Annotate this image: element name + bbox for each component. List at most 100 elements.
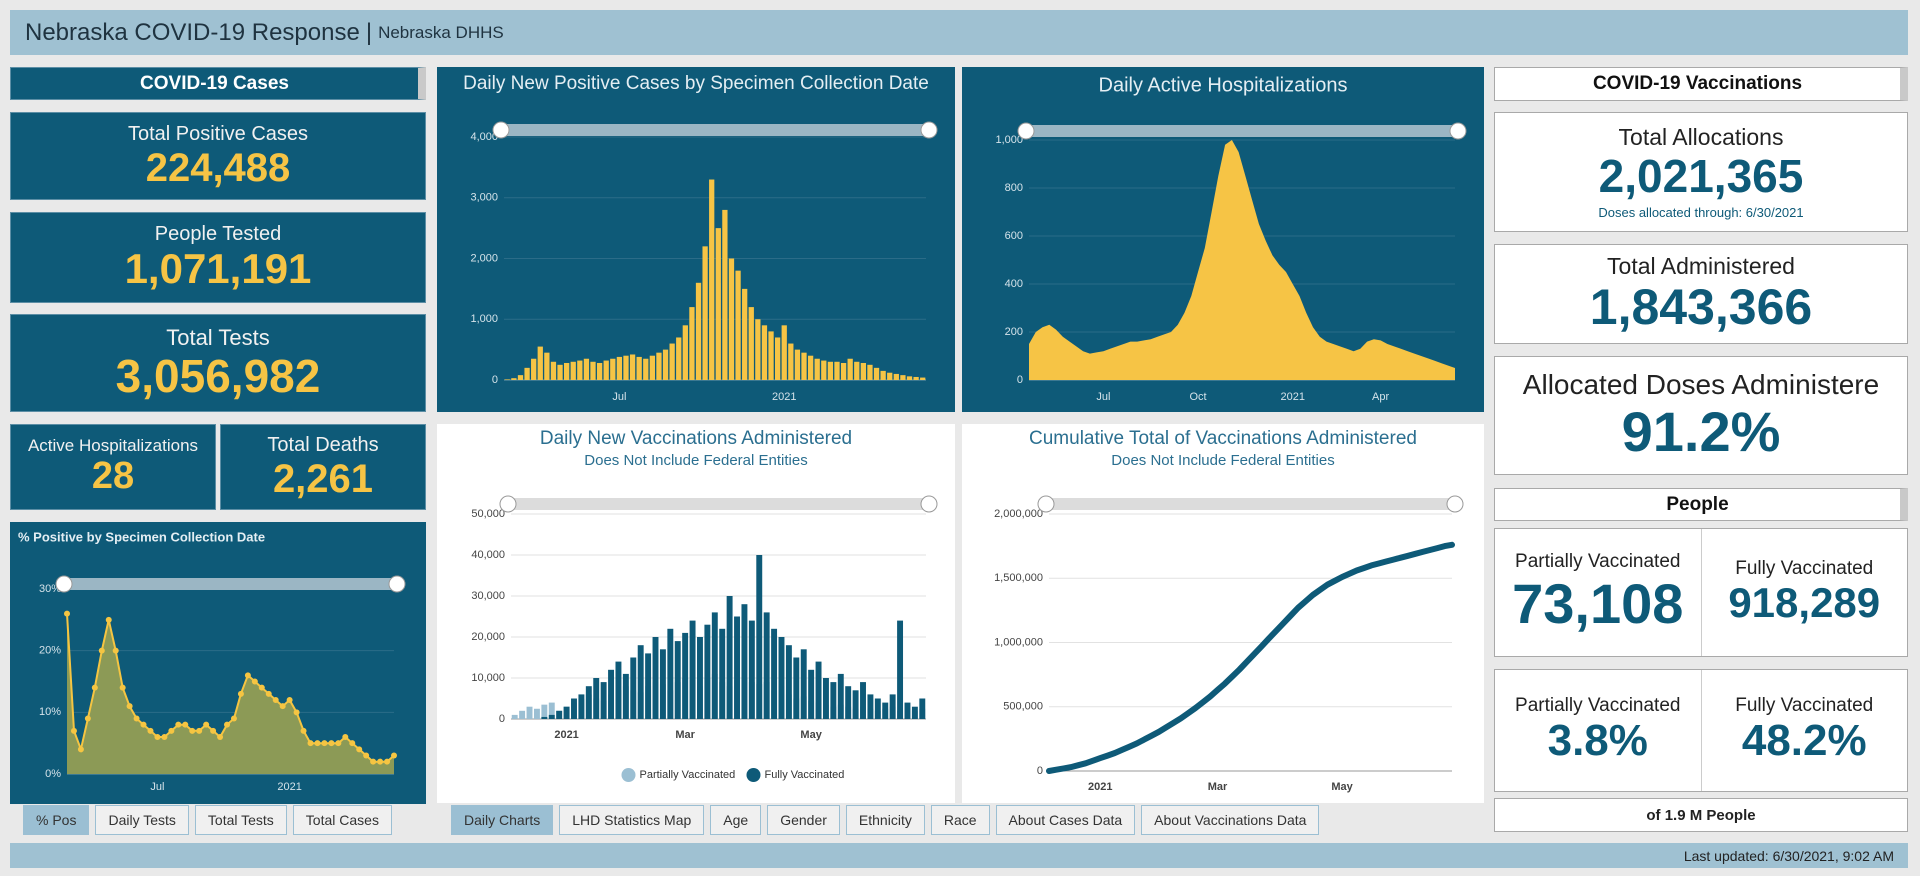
tab[interactable]: % Pos bbox=[23, 805, 90, 835]
heading-text: People bbox=[1666, 493, 1729, 515]
bar bbox=[541, 704, 548, 719]
y-tick-label: 600 bbox=[1005, 230, 1023, 242]
bar bbox=[794, 349, 801, 380]
bar bbox=[711, 612, 718, 719]
line bbox=[1046, 541, 1455, 774]
y-tick-label: 10,000 bbox=[471, 672, 505, 684]
bar bbox=[600, 682, 607, 719]
y-tick-label: 0% bbox=[45, 768, 61, 780]
marker bbox=[272, 697, 279, 703]
bar bbox=[768, 331, 774, 380]
y-tick-label: 1,000 bbox=[470, 313, 498, 325]
marker bbox=[168, 727, 175, 734]
left-tabs: % Pos Daily Tests Total Tests Total Cases bbox=[23, 805, 392, 835]
stat-label: Fully Vaccinated bbox=[1735, 695, 1874, 717]
tab[interactable]: About Vaccinations Data bbox=[1141, 805, 1320, 835]
marker bbox=[189, 727, 196, 734]
bar bbox=[735, 270, 741, 380]
y-tick-label: 20,000 bbox=[471, 631, 505, 643]
people-counts: Partially Vaccinated 73,108 Fully Vaccin… bbox=[1494, 528, 1908, 657]
bar bbox=[873, 367, 880, 380]
slider-handle bbox=[920, 495, 938, 513]
stat-label: Total Deaths bbox=[267, 433, 379, 456]
bar bbox=[854, 361, 860, 380]
y-tick-label: 3,000 bbox=[470, 192, 498, 204]
tab[interactable]: LHD Statistics Map bbox=[559, 805, 705, 835]
bar bbox=[550, 361, 557, 380]
marker bbox=[224, 721, 231, 728]
slider-handle bbox=[492, 121, 510, 139]
x-tick-label: 2021 bbox=[1088, 781, 1112, 793]
tab[interactable]: Gender bbox=[767, 805, 840, 835]
bar bbox=[867, 364, 873, 380]
y-tick-label: 50,000 bbox=[471, 508, 505, 520]
bar bbox=[800, 649, 807, 719]
tab[interactable]: Race bbox=[930, 805, 990, 835]
bar bbox=[702, 246, 708, 380]
bar bbox=[556, 710, 563, 719]
bar bbox=[603, 360, 609, 380]
marker bbox=[321, 740, 328, 747]
marker bbox=[335, 740, 342, 747]
bar bbox=[748, 307, 754, 380]
bar bbox=[778, 637, 785, 719]
marker bbox=[237, 690, 244, 697]
marker bbox=[293, 709, 300, 716]
stat-card: Total Allocations 2,021,365 Doses alloca… bbox=[1494, 112, 1908, 232]
y-tick-label: 800 bbox=[1005, 182, 1023, 194]
slider-handle bbox=[1017, 122, 1035, 140]
bar bbox=[793, 657, 800, 719]
range-slider bbox=[59, 578, 402, 590]
bar bbox=[676, 337, 682, 380]
marker bbox=[391, 752, 397, 759]
marker bbox=[147, 727, 154, 734]
bar bbox=[590, 361, 596, 380]
stat-value: 3.8% bbox=[1547, 716, 1648, 766]
stat-note: Doses allocated through: 6/30/2021 bbox=[1598, 205, 1804, 221]
bar bbox=[689, 307, 695, 380]
y-tick-label: 1,000 bbox=[995, 134, 1023, 146]
people-percents: Partially Vaccinated 3.8% Fully Vaccinat… bbox=[1494, 669, 1908, 792]
marker bbox=[203, 721, 210, 728]
bar bbox=[674, 641, 681, 719]
bar bbox=[616, 356, 623, 380]
bar bbox=[585, 686, 592, 719]
y-tick-label: 2,000,000 bbox=[994, 508, 1043, 520]
tab[interactable]: About Cases Data bbox=[995, 805, 1136, 835]
marker bbox=[161, 734, 168, 740]
tab[interactable]: Daily Charts bbox=[451, 805, 554, 835]
y-tick-label: 400 bbox=[1005, 278, 1023, 290]
marker bbox=[342, 734, 349, 740]
cumulative-vaccinations-chart: Cumulative Total of Vaccinations Adminis… bbox=[962, 424, 1484, 803]
stat-label: Total Allocations bbox=[1618, 123, 1784, 150]
tab[interactable]: Age bbox=[710, 805, 762, 835]
bar bbox=[709, 179, 715, 380]
bar bbox=[662, 349, 669, 380]
tab[interactable]: Total Tests bbox=[194, 805, 287, 835]
bar bbox=[742, 288, 748, 380]
x-tick-label: 2021 bbox=[1280, 391, 1304, 403]
chart-title: % Positive by Specimen Collection Date bbox=[18, 529, 265, 544]
stat-label: Total Tests bbox=[166, 324, 270, 350]
bar bbox=[827, 361, 834, 380]
bar bbox=[645, 653, 652, 719]
stat-label: Allocated Doses Administere bbox=[1522, 368, 1880, 400]
slider-handle bbox=[55, 575, 73, 593]
stat-card: People Tested 1,071,191 bbox=[10, 212, 426, 303]
bar bbox=[519, 710, 526, 719]
marker bbox=[98, 647, 105, 654]
stat-value: 91.2% bbox=[1621, 399, 1781, 463]
x-tick-label: Oct bbox=[1189, 391, 1206, 403]
bar bbox=[630, 657, 637, 719]
tab[interactable]: Ethnicity bbox=[845, 805, 925, 835]
bar bbox=[867, 694, 874, 719]
y-tick-label: 4,000 bbox=[470, 131, 498, 143]
marker bbox=[377, 758, 384, 765]
tab[interactable]: Total Cases bbox=[292, 805, 392, 835]
last-updated: Last updated: 6/30/2021, 9:02 AM bbox=[1683, 847, 1894, 864]
legend-swatch bbox=[621, 768, 636, 782]
vaccinations-heading: COVID-19 Vaccinations bbox=[1494, 67, 1908, 101]
bar bbox=[771, 628, 778, 719]
tab[interactable]: Daily Tests bbox=[95, 805, 189, 835]
bar bbox=[748, 620, 755, 719]
